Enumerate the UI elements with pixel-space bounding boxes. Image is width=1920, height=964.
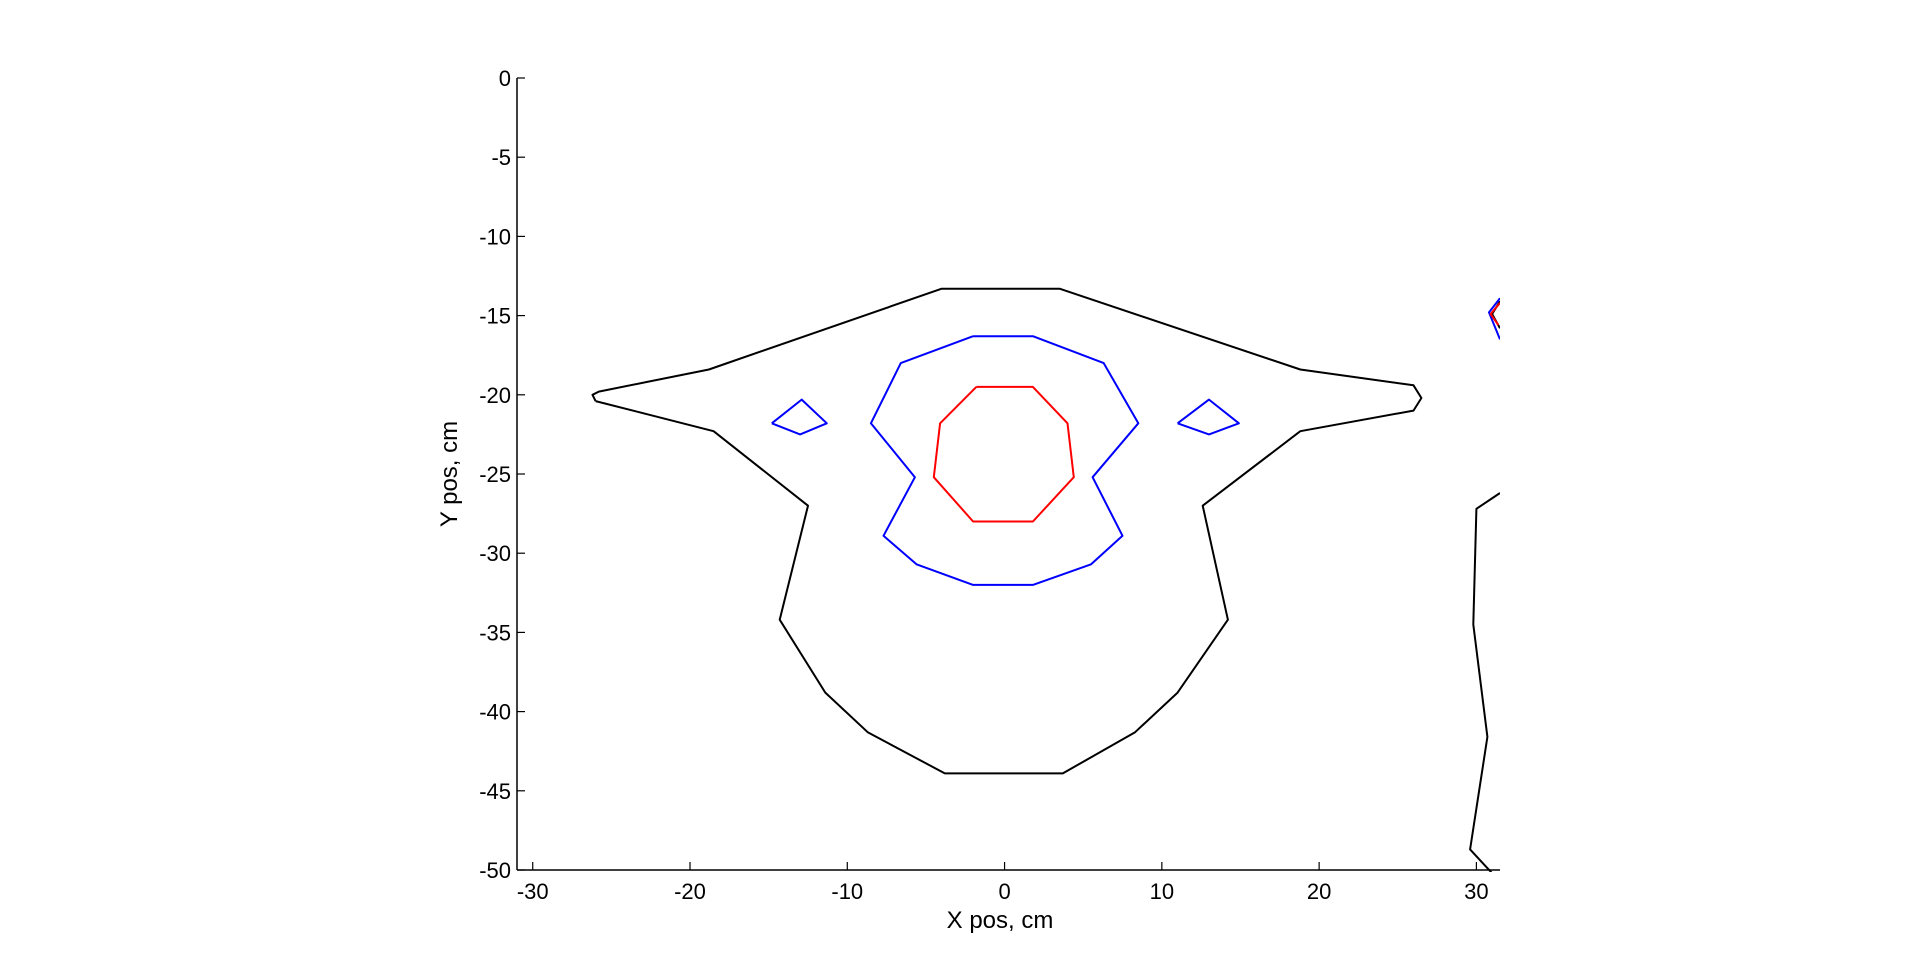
y-tick-label: -25 <box>479 462 511 487</box>
x-tick-label: -10 <box>831 879 863 904</box>
x-tick-label: 0 <box>998 879 1010 904</box>
y-tick-label: -50 <box>479 858 511 883</box>
contour-line-4 <box>869 335 1140 586</box>
contour-line-1 <box>591 287 1423 775</box>
contour-line-5 <box>771 398 828 436</box>
axes <box>516 78 1500 871</box>
y-tick-label: -35 <box>479 620 511 645</box>
y-tick-label: -20 <box>479 383 511 408</box>
contour-line-2 <box>1469 492 1500 872</box>
x-tick-label: -30 <box>517 879 549 904</box>
contour-line-6 <box>1176 398 1240 436</box>
ticks: -30 -20 -10 0 10 20 30 0 -5 -10 -15 -20 -25 -30 -35 -40… <box>479 66 1488 904</box>
y-tick-label: -10 <box>479 224 511 249</box>
contour-line-9 <box>1489 302 1500 326</box>
x-tick-label: 30 <box>1464 879 1488 904</box>
x-tick-label: 20 <box>1307 879 1331 904</box>
y-tick-label: -15 <box>479 304 511 329</box>
y-tick-label: -5 <box>491 145 511 170</box>
contour-line-7 <box>1488 297 1500 340</box>
x-tick-label: 10 <box>1150 879 1174 904</box>
contour-lines <box>591 287 1500 872</box>
y-tick-label: -45 <box>479 779 511 804</box>
y-tick-label: -30 <box>479 541 511 566</box>
y-tick-label: 0 <box>499 66 511 91</box>
y-tick-label: -40 <box>479 700 511 725</box>
x-axis-label: X pos, cm <box>947 907 1054 934</box>
y-axis-label: Y pos, cm <box>436 421 463 527</box>
x-tick-label: -20 <box>674 879 706 904</box>
contour-line-8 <box>932 385 1075 523</box>
